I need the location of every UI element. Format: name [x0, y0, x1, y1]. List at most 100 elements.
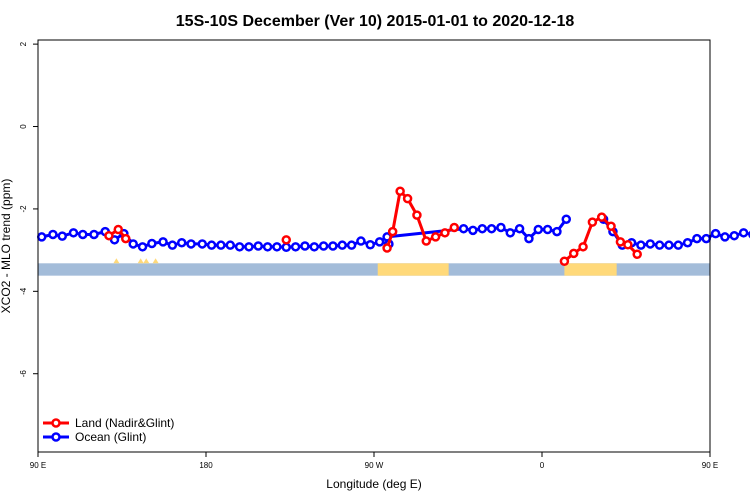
x-tick-label: 0 [540, 461, 545, 470]
ocean-glint-point [234, 242, 245, 252]
land-nadir-glint-point [449, 222, 460, 233]
land-nadir-glint-series-line [385, 189, 456, 249]
ocean-glint-point [57, 231, 68, 241]
ocean-glint-point [356, 236, 366, 246]
ocean-glint-point [167, 240, 178, 250]
ocean-glint-point [701, 233, 712, 244]
ocean-glint-point [374, 237, 385, 247]
ocean-glint-point [533, 224, 544, 235]
ocean-glint-point [197, 239, 208, 249]
land-nadir-glint-point [382, 243, 392, 253]
land-nadir-glint-point [606, 221, 616, 231]
ocean-glint-point [158, 237, 168, 247]
land-nadir-glint-point [623, 240, 633, 250]
land-segment [564, 263, 617, 276]
land-nadir-glint-point [281, 235, 292, 245]
land-nadir-glint-point [559, 256, 570, 266]
ocean-glint-point [458, 223, 469, 234]
land-nadir-glint-point [587, 217, 598, 227]
land-nadir-glint-point [615, 237, 626, 247]
ocean-glint-point [253, 241, 264, 251]
ocean-glint-point [137, 242, 148, 252]
ocean-glint-point [514, 223, 525, 234]
ocean-glint-point [729, 230, 740, 241]
land-nadir-glint-point [578, 242, 588, 252]
y-axis: -6 -4 -2 0 2 [19, 41, 38, 377]
ocean-glint-point [654, 240, 665, 250]
ocean-glint-point [738, 228, 749, 238]
y-tick-label: -4 [19, 287, 28, 295]
land-nadir-glint-point [387, 226, 398, 237]
ocean-glint-point [337, 240, 348, 250]
ocean-glint-point [78, 229, 88, 240]
ocean-glint-point [186, 239, 196, 249]
ocean-glint-point [309, 242, 320, 252]
ocean-glint-point [128, 239, 138, 249]
land-nadir-glint-point [632, 249, 642, 259]
legend-swatch-marker [51, 418, 61, 428]
ocean-glint-point [496, 222, 506, 233]
land-nadir-glint-point [596, 212, 607, 222]
ocean-glint-point [328, 241, 338, 251]
land-nadir-glint-point [402, 193, 413, 204]
land-nadir-glint-point [120, 233, 131, 244]
legend-label: Land (Nadir&Glint) [75, 416, 174, 430]
x-tick-label: 90 W [365, 461, 384, 470]
ocean-glint-point [682, 237, 693, 248]
ocean-band [38, 263, 710, 276]
ocean-glint-point [68, 228, 79, 238]
x-axis-label: Longitude (deg E) [326, 477, 421, 491]
series-layer [36, 186, 750, 266]
land-nadir-glint-point [113, 224, 124, 235]
ocean-glint-point [36, 232, 47, 242]
ocean-glint-point [147, 238, 157, 249]
x-tick-label: 90 E [702, 461, 718, 470]
ocean-glint-point [505, 228, 516, 238]
ocean-glint-point [318, 241, 329, 251]
land-speck [143, 258, 150, 264]
y-tick-label: 2 [19, 41, 28, 46]
ocean-glint-point [206, 240, 217, 250]
land-nadir-glint-point [395, 186, 405, 196]
land-nadir-glint-point [104, 230, 114, 241]
y-tick-label: -6 [19, 370, 28, 378]
legend: Land (Nadir&Glint)Ocean (Glint) [43, 416, 174, 444]
ocean-glint-point [542, 224, 553, 235]
ocean-glint-point [290, 242, 301, 252]
ocean-glint-point [48, 229, 58, 240]
legend-swatch-marker [51, 432, 61, 442]
ocean-glint-point [346, 240, 357, 250]
ocean-glint-point [673, 240, 684, 250]
ocean-glint-point [281, 242, 292, 252]
ocean-glint-point [710, 228, 721, 239]
ocean-glint-point [244, 242, 254, 252]
ocean-glint-point [216, 240, 226, 250]
ocean-glint-point [552, 226, 562, 237]
ocean-glint-point [561, 214, 572, 224]
x-tick-label: 180 [199, 461, 213, 470]
ocean-glint-point [262, 242, 273, 252]
land-nadir-glint-point [421, 236, 432, 246]
land-speck [152, 258, 159, 264]
ocean-glint-point [636, 240, 646, 250]
legend-label: Ocean (Glint) [75, 430, 146, 444]
ocean-glint-point [300, 241, 310, 251]
ocean-glint-point [468, 225, 478, 236]
ocean-glint-point [225, 240, 236, 250]
ocean-glint-point [176, 237, 187, 248]
y-tick-label: 0 [19, 124, 28, 129]
land-speck [137, 258, 144, 264]
land-nadir-glint-point [440, 228, 450, 238]
land-nadir-glint-point [430, 232, 441, 242]
ocean-glint-point [692, 233, 702, 244]
ocean-glint-point [89, 229, 99, 240]
land-nadir-glint-point [568, 248, 579, 259]
land-segment [377, 263, 449, 276]
land-layer [38, 258, 710, 276]
land-speck [113, 258, 120, 264]
y-tick-label: -2 [19, 205, 28, 213]
ocean-glint-point [664, 240, 674, 250]
ocean-glint-point [477, 223, 488, 234]
